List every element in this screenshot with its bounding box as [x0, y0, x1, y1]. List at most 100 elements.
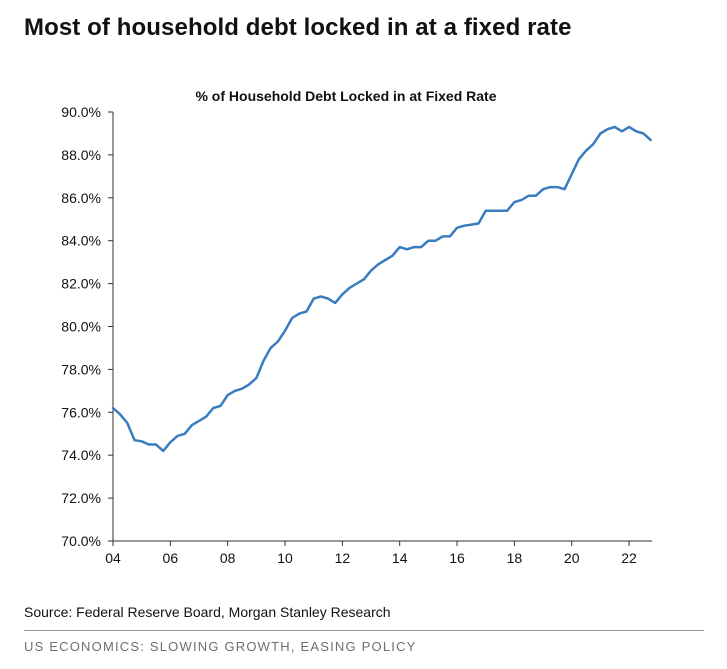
data-point — [169, 441, 172, 444]
data-point — [492, 209, 494, 212]
series-points — [112, 126, 652, 452]
data-point — [570, 173, 573, 175]
data-point — [112, 407, 114, 409]
x-tick-label: 22 — [621, 550, 637, 566]
data-point — [434, 239, 437, 242]
x-axis-ticks: 04 06 08 10 12 14 16 18 20 22 — [105, 541, 637, 566]
data-point — [341, 293, 344, 296]
data-point — [298, 312, 301, 315]
data-point — [506, 209, 509, 212]
data-point — [585, 149, 587, 152]
data-point — [226, 394, 229, 396]
footer-divider — [24, 630, 704, 631]
data-point — [363, 278, 365, 281]
source-note: Source: Federal Reserve Board, Morgan St… — [24, 604, 391, 620]
data-point — [592, 143, 594, 145]
data-point — [513, 201, 516, 203]
data-point — [477, 222, 480, 225]
x-tick-label: 18 — [507, 550, 523, 566]
data-point — [348, 287, 351, 289]
data-point — [398, 246, 401, 248]
x-tick-label: 14 — [392, 550, 408, 566]
report-footer: US ECONOMICS: SLOWING GROWTH, EASING POL… — [24, 639, 417, 654]
chart: % of Household Debt Locked in at Fixed R… — [0, 70, 727, 600]
series-line — [111, 125, 652, 453]
x-tick-label: 20 — [564, 550, 580, 566]
data-point — [176, 435, 179, 437]
x-tick-label: 08 — [220, 550, 236, 566]
data-point — [456, 227, 458, 229]
x-tick-label: 06 — [163, 550, 179, 566]
data-point — [155, 443, 157, 446]
y-tick-label: 72.0% — [61, 490, 101, 506]
data-point — [606, 128, 609, 130]
data-point — [463, 224, 466, 227]
data-point — [126, 422, 129, 424]
data-point — [205, 415, 207, 418]
data-point — [133, 439, 136, 442]
data-point — [527, 194, 530, 197]
chart-title: % of Household Debt Locked in at Fixed R… — [195, 88, 496, 104]
data-point — [642, 132, 645, 135]
data-point — [384, 259, 387, 261]
data-point — [406, 248, 408, 251]
data-point — [377, 263, 380, 266]
data-point — [334, 302, 337, 304]
y-tick-label: 76.0% — [61, 404, 101, 420]
page-title: Most of household debt locked in at a fi… — [24, 14, 572, 41]
x-tick-label: 10 — [277, 550, 293, 566]
data-point — [621, 130, 623, 133]
data-point — [520, 199, 523, 201]
data-point — [484, 209, 487, 212]
y-tick-label: 70.0% — [61, 533, 101, 549]
y-tick-label: 88.0% — [61, 147, 101, 163]
data-point — [327, 297, 329, 300]
line-chart-svg: % of Household Debt Locked in at Fixed R… — [61, 88, 652, 566]
x-tick-label: 16 — [449, 550, 465, 566]
data-point — [119, 413, 121, 416]
data-point — [578, 158, 580, 160]
data-point — [269, 347, 272, 349]
data-point — [277, 340, 279, 343]
data-point — [305, 310, 308, 313]
y-tick-label: 90.0% — [61, 104, 101, 120]
y-tick-label: 78.0% — [61, 361, 101, 377]
x-tick-label: 12 — [335, 550, 351, 566]
data-point — [212, 407, 215, 409]
data-point — [234, 390, 236, 392]
y-tick-label: 74.0% — [61, 447, 101, 463]
data-point — [291, 317, 294, 319]
data-point — [183, 433, 186, 435]
data-point — [140, 440, 143, 443]
data-point — [284, 330, 286, 332]
data-point — [427, 239, 430, 242]
data-point — [162, 450, 164, 452]
data-point — [391, 254, 394, 257]
data-point — [635, 130, 637, 133]
data-point — [320, 295, 322, 298]
data-point — [413, 246, 415, 248]
data-point — [441, 235, 444, 238]
y-tick-label: 84.0% — [61, 233, 101, 249]
data-point — [542, 188, 544, 190]
y-tick-label: 86.0% — [61, 190, 101, 206]
data-point — [649, 139, 652, 141]
data-point — [599, 132, 602, 135]
data-point — [262, 360, 265, 362]
data-point — [191, 424, 193, 427]
data-point — [420, 246, 423, 248]
data-point — [312, 297, 315, 300]
data-point — [499, 209, 501, 212]
data-point — [535, 194, 537, 197]
data-point — [248, 383, 250, 386]
y-tick-label: 82.0% — [61, 276, 101, 292]
data-point — [470, 223, 473, 226]
data-point — [255, 377, 258, 379]
x-tick-label: 04 — [105, 550, 121, 566]
y-axis-ticks: 70.0% 72.0% 74.0% 76.0% 78.0% 80.0% 82.0% 84.0%… — [61, 104, 113, 549]
data-point — [549, 186, 551, 188]
data-point — [563, 188, 566, 190]
data-point — [355, 282, 358, 285]
data-point — [148, 443, 150, 446]
data-point — [219, 405, 222, 407]
